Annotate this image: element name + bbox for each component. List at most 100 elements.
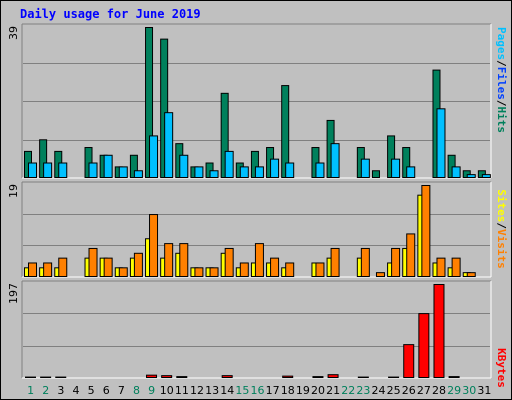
legend-pages-files-hits: Pages/Files/Hits [495, 27, 508, 133]
kbytes-bar [327, 374, 339, 378]
pages-bar [103, 154, 113, 178]
visits-bar [58, 257, 68, 278]
day-label: 5 [88, 384, 95, 397]
legend-sites-visits-part: / [495, 222, 508, 229]
day-label: 12 [190, 384, 204, 397]
y-max-label-kbytes: 197 [7, 283, 20, 304]
pages-bar [466, 174, 476, 178]
day-label: 13 [205, 384, 219, 397]
day-label: 29 [447, 384, 461, 397]
kbytes-bar [312, 376, 324, 378]
visits-bar [224, 247, 234, 278]
kbytes-bar [282, 375, 294, 379]
legend-pages-files-hits-part: / [495, 60, 508, 67]
visits-bar [406, 233, 416, 277]
visits-bar [118, 267, 128, 278]
pages-bar [58, 162, 68, 178]
day-label: 30 [462, 384, 476, 397]
chart-title: Daily usage for June 2019 [20, 7, 201, 21]
pages-bar [149, 135, 159, 179]
kbytes-bar [403, 344, 415, 378]
day-label: 6 [103, 384, 110, 397]
pages-bar [43, 162, 53, 178]
day-label: 10 [160, 384, 174, 397]
visits-bar [194, 267, 204, 278]
visits-bar [28, 262, 37, 278]
day-label: 18 [281, 384, 295, 397]
visits-bar [330, 247, 340, 278]
day-label: 31 [477, 384, 491, 397]
pages-bar [179, 154, 189, 178]
pages-bar [88, 162, 98, 178]
day-label: 15 [235, 384, 249, 397]
pages-bar [164, 112, 174, 178]
day-label: 21 [326, 384, 340, 397]
pages-bar [194, 166, 204, 178]
legend-pages-files-hits-part: Files [495, 67, 508, 100]
visits-bar [179, 243, 189, 278]
day-label: 3 [57, 384, 64, 397]
pages-bar [481, 174, 491, 178]
pages-bar [406, 166, 416, 178]
day-label: 8 [133, 384, 140, 397]
visits-bar [391, 247, 401, 278]
visits-bar [375, 272, 385, 278]
pages-bar [330, 143, 340, 178]
day-label: 7 [118, 384, 125, 397]
visits-bar [421, 185, 431, 277]
day-label: 28 [432, 384, 446, 397]
day-label: 26 [402, 384, 416, 397]
pages-bar [224, 150, 234, 178]
visits-bar [360, 247, 370, 278]
visits-bar [88, 247, 98, 278]
pages-bar [451, 166, 461, 178]
legend-pages-files-hits-part: Hits [495, 107, 508, 134]
visits-bar [239, 262, 249, 278]
y-max-label-hits: 39 [7, 26, 20, 40]
pages-bar [436, 108, 446, 178]
pages-bar [239, 166, 249, 178]
visits-bar [254, 243, 264, 278]
legend-sites-visits: Sites/Visits [495, 189, 508, 269]
kbytes-bar [418, 313, 430, 378]
visits-bar [466, 272, 476, 278]
kbytes-bar [176, 376, 188, 378]
legend-kbytes: KBytes [495, 348, 508, 388]
visits-bar [451, 257, 461, 278]
pages-bar [360, 158, 370, 178]
y-max-label-visits: 19 [7, 184, 20, 198]
pages-bar [133, 170, 143, 178]
legend-sites-visits-part: Visits [495, 229, 508, 269]
visits-bar [149, 214, 159, 277]
legend-pages-files-hits-part: / [495, 100, 508, 107]
visits-bar [164, 243, 174, 278]
legend-pages-files-hits-part: Pages [495, 27, 508, 60]
day-label: 25 [387, 384, 401, 397]
visits-bar [270, 257, 280, 278]
visits-bar [103, 257, 113, 278]
visits-bar [285, 262, 295, 278]
day-label: 11 [175, 384, 189, 397]
hits-bar [371, 170, 380, 178]
day-label: 2 [42, 384, 49, 397]
day-label: 20 [311, 384, 325, 397]
pages-bar [285, 162, 295, 178]
day-label: 19 [296, 384, 310, 397]
day-label: 1 [27, 384, 34, 397]
visits-bar [43, 262, 53, 278]
legend-sites-visits-part: Sites [495, 189, 508, 222]
day-label: 17 [266, 384, 280, 397]
kbytes-bar [146, 374, 158, 379]
day-label: 27 [417, 384, 431, 397]
pages-bar [118, 166, 128, 178]
day-label: 22 [341, 384, 355, 397]
kbytes-bar [433, 284, 445, 378]
visits-bar [436, 257, 446, 278]
pages-bar [315, 162, 325, 178]
pages-bar [209, 170, 219, 178]
visits-bar [315, 262, 325, 278]
kbytes-bar [161, 375, 173, 378]
day-label: 14 [220, 384, 234, 397]
day-label: 4 [72, 384, 79, 397]
pages-bar [254, 166, 264, 178]
